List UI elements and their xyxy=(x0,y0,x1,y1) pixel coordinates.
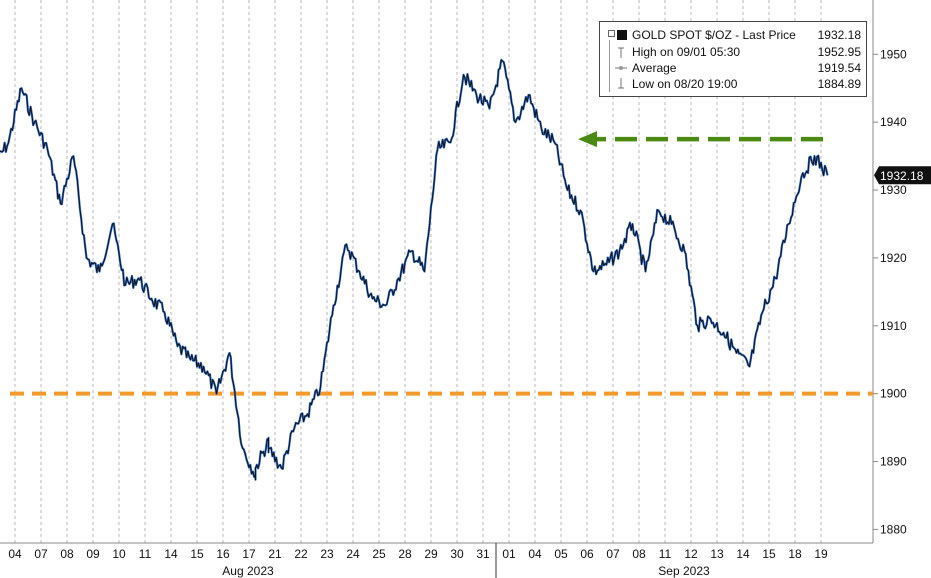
legend-average-value: 1919.54 xyxy=(817,61,861,75)
arrow-head-icon xyxy=(578,131,597,148)
y-tick-label: 1890 xyxy=(880,455,907,469)
month-group-label: Sep 2023 xyxy=(658,564,710,578)
average-marker-icon xyxy=(614,60,628,76)
x-tick-label: 14 xyxy=(164,547,178,561)
x-tick-label: 30 xyxy=(450,547,464,561)
legend-low-value: 1884.89 xyxy=(817,77,861,91)
legend-row-average: Average 1919.54 xyxy=(600,60,866,76)
x-tick-label: 28 xyxy=(398,547,412,561)
legend-row-last-price: GOLD SPOT $/OZ - Last Price 1932.18 xyxy=(600,27,866,43)
x-tick-label: 11 xyxy=(659,547,672,561)
x-tick-label: 01 xyxy=(502,547,516,561)
last-price-label: 1932.18 xyxy=(880,169,924,183)
x-tick-label: 13 xyxy=(710,547,724,561)
month-group-label: Aug 2023 xyxy=(222,564,274,578)
legend-low-label: Low on 08/20 19:00 xyxy=(632,77,738,91)
x-tick-label: 15 xyxy=(762,547,776,561)
y-tick-label: 1880 xyxy=(880,522,907,536)
x-tick-label: 08 xyxy=(60,547,74,561)
x-tick-label: 08 xyxy=(632,547,646,561)
x-axis: 04 07 08 09 10 11 14 15 16 17 21 22 23 24 25 28 29 30 31 01… xyxy=(0,542,873,578)
legend-row-high: High on 09/01 05:30 1952.95 xyxy=(600,44,866,60)
y-tick-label: 1950 xyxy=(880,47,907,61)
price-series xyxy=(0,58,829,481)
x-tick-label: 25 xyxy=(372,547,386,561)
legend-row-low: Low on 08/20 19:00 1884.89 xyxy=(600,76,866,92)
x-tick-label: 11 xyxy=(139,547,152,561)
x-tick-label: 04 xyxy=(528,547,542,561)
legend-tree-line xyxy=(609,40,610,92)
y-tick-label: 1930 xyxy=(880,183,907,197)
x-tick-label: 05 xyxy=(554,547,568,561)
x-tick-label: 09 xyxy=(86,547,100,561)
x-tick-label: 19 xyxy=(814,547,828,561)
series-swatch-icon xyxy=(617,30,627,40)
last-price-tag: 1932.18 xyxy=(874,166,931,185)
x-tick-label: 22 xyxy=(294,547,308,561)
x-tick-label: 29 xyxy=(424,547,438,561)
y-tick-label: 1900 xyxy=(880,387,907,401)
low-marker-icon xyxy=(614,76,628,92)
legend-last-value: 1932.18 xyxy=(817,28,861,42)
x-tick-label: 21 xyxy=(268,547,282,561)
x-tick-label: 16 xyxy=(216,547,230,561)
x-tick-label: 17 xyxy=(242,547,256,561)
annotations xyxy=(10,131,873,396)
x-tick-label: 31 xyxy=(476,547,490,561)
x-tick-label: 24 xyxy=(346,547,360,561)
price-line xyxy=(0,59,828,481)
y-axis: 1880 1890 1900 1910 1920 1930 1940 1950 xyxy=(872,0,907,543)
x-tick-label: 07 xyxy=(34,547,48,561)
x-tick-label: 07 xyxy=(606,547,620,561)
price-line-highlight xyxy=(0,58,829,481)
legend: GOLD SPOT $/OZ - Last Price 1932.18 High… xyxy=(599,21,867,97)
legend-average-label: Average xyxy=(632,61,677,75)
legend-collapse-icon[interactable] xyxy=(608,30,615,37)
x-tick-label: 23 xyxy=(320,547,334,561)
legend-title: GOLD SPOT $/OZ - Last Price xyxy=(632,28,796,42)
legend-high-value: 1952.95 xyxy=(817,45,861,59)
grid-lines xyxy=(14,0,822,543)
last-price-tag-bg xyxy=(874,166,931,185)
x-tick-label: 15 xyxy=(190,547,204,561)
y-tick-label: 1920 xyxy=(880,251,907,265)
x-tick-label: 12 xyxy=(684,547,698,561)
x-tick-label: 06 xyxy=(580,547,594,561)
legend-high-label: High on 09/01 05:30 xyxy=(632,45,741,59)
x-tick-label: 18 xyxy=(788,547,802,561)
x-tick-label: 04 xyxy=(8,547,22,561)
high-marker-icon xyxy=(614,44,628,60)
x-tick-label: 14 xyxy=(736,547,750,561)
y-tick-label: 1910 xyxy=(880,319,907,333)
y-tick-label: 1940 xyxy=(880,115,907,129)
x-tick-label: 10 xyxy=(112,547,126,561)
